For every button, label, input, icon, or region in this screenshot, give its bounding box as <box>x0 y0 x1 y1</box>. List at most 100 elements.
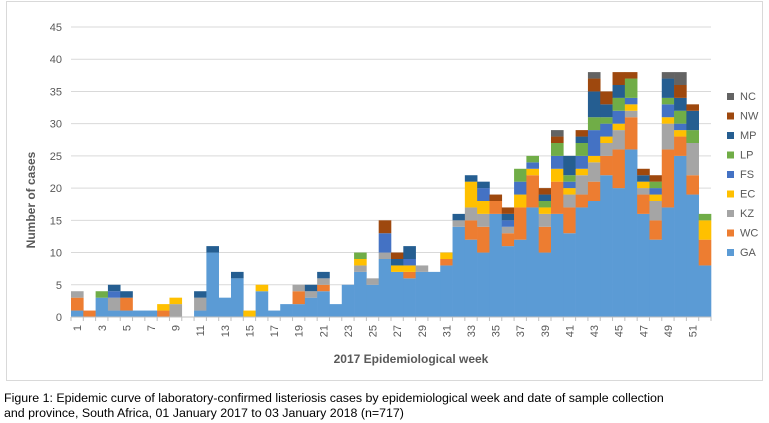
bar-segment-week-43-ec <box>587 155 601 163</box>
bar-segment-week-13-ga <box>218 297 232 317</box>
bar-segment-week-43-mp <box>587 91 601 118</box>
bar-segment-week-5-wc <box>120 297 133 311</box>
bar-segment-week-36-kz <box>501 226 515 234</box>
bar-segment-week-20-kz <box>304 291 318 298</box>
bar-segment-week-29-kz <box>415 265 429 272</box>
bar-segment-week-24-ga <box>354 271 367 317</box>
bar-segment-week-41-ec <box>563 188 576 195</box>
bar-segment-week-50-fs <box>674 123 687 131</box>
bar-segment-week-17-ga <box>267 310 281 317</box>
y-tick-label: 45 <box>50 22 62 34</box>
bar-segment-week-27-nw <box>391 252 404 259</box>
x-tick-label: 51 <box>688 325 700 337</box>
bar-segment-week-26-ga <box>378 259 392 317</box>
bar-segment-week-51-nw <box>686 104 699 111</box>
y-tick-label: 0 <box>56 312 62 324</box>
bar-segment-week-43-kz <box>587 162 601 182</box>
bar-segment-week-34-kz <box>477 213 490 227</box>
bar-segment-week-21-mp <box>317 271 330 279</box>
bar-segment-week-47-wc <box>637 194 650 214</box>
legend-swatch-wc <box>727 229 734 237</box>
legend-label-fs: FS <box>740 169 754 181</box>
x-tick-label: 43 <box>589 325 601 337</box>
bar-segment-week-30-ga <box>427 271 441 317</box>
y-tick-label: 30 <box>50 119 62 131</box>
bar-segment-week-50-mp <box>674 97 687 111</box>
bar-segment-week-46-ec <box>624 104 638 111</box>
x-tick-label: 33 <box>466 325 478 337</box>
y-tick-label: 15 <box>50 215 62 227</box>
bar-segment-week-14-ga <box>231 278 244 317</box>
x-tick-label: 3 <box>97 325 109 331</box>
bar-segment-week-47-ec <box>637 181 650 189</box>
bar-segment-week-50-nc <box>674 72 687 85</box>
bar-segment-week-40-lp <box>551 143 564 156</box>
bar-segment-week-41-wc <box>563 207 576 234</box>
bar-segment-week-37-lp <box>514 168 527 182</box>
bar-segment-week-47-kz <box>637 188 650 195</box>
bar-segment-week-39-mp <box>538 194 552 201</box>
bar-segment-week-31-ec <box>440 252 453 259</box>
bar-segment-week-44-kz <box>600 143 613 156</box>
bar-segment-week-48-ec <box>649 194 663 201</box>
bar-segment-week-24-ec <box>354 259 367 266</box>
bar-segment-week-43-ga <box>587 201 601 317</box>
bar-segment-week-4-fs <box>107 291 121 298</box>
bar-segment-week-45-wc <box>612 149 626 189</box>
x-tick-label: 13 <box>220 325 232 337</box>
y-tick-label: 5 <box>56 280 62 292</box>
bar-segment-week-1-ga <box>71 310 84 317</box>
x-tick-label: 15 <box>244 325 256 337</box>
bar-segment-week-46-ga <box>624 149 638 317</box>
caption-line-2: and province, South Africa, 01 January 2… <box>4 406 404 420</box>
bar-segment-week-33-ga <box>464 239 478 317</box>
bar-segment-week-34-wc <box>477 226 490 253</box>
bar-segment-week-25-kz <box>366 278 379 285</box>
bar-segment-week-36-fs <box>501 220 515 227</box>
legend-label-kz: KZ <box>740 208 754 220</box>
bar-segment-week-48-nw <box>649 175 663 182</box>
bar-segment-week-39-kz <box>538 213 552 227</box>
x-tick-label: 11 <box>195 325 207 336</box>
x-tick-label: 47 <box>638 325 650 337</box>
bar-segment-week-20-mp <box>304 284 318 292</box>
bar-segment-week-42-ec <box>575 168 589 176</box>
bar-segment-week-43-wc <box>587 181 601 201</box>
bar-segment-week-25-ga <box>366 284 379 317</box>
bar-segment-week-27-mp <box>391 259 404 266</box>
x-tick-label: 45 <box>614 325 626 337</box>
bar-segment-week-3-lp <box>95 291 109 298</box>
bar-segment-week-45-kz <box>612 130 626 150</box>
bar-segment-week-50-lp <box>674 110 687 124</box>
bar-segment-week-44-wc <box>600 155 613 176</box>
x-tick-label: 21 <box>318 325 330 337</box>
legend-label-lp: LP <box>740 150 753 162</box>
bar-segment-week-1-kz <box>71 291 84 298</box>
bar-segment-week-19-kz <box>292 284 306 292</box>
legend-swatch-nc <box>727 93 734 100</box>
legend-label-nw: NW <box>740 111 759 123</box>
bar-segment-week-41-kz <box>563 194 576 208</box>
legend-swatch-lp <box>727 151 734 159</box>
bar-segment-week-45-fs <box>612 110 626 124</box>
bar-segment-week-29-ga <box>415 271 429 317</box>
bar-segment-week-5-mp <box>120 291 133 298</box>
bar-segment-week-48-fs <box>649 188 663 195</box>
bar-segment-week-12-ga <box>206 252 219 317</box>
bar-segment-week-38-wc <box>526 175 539 208</box>
bar-segment-week-19-ga <box>292 304 306 317</box>
bar-segment-week-42-wc <box>575 194 589 208</box>
y-tick-label: 40 <box>50 54 62 66</box>
bar-segment-week-48-ga <box>649 239 663 317</box>
bar-segment-week-27-ga <box>391 271 404 317</box>
bar-segment-week-4-kz <box>107 297 121 311</box>
bar-segment-week-28-fs <box>403 259 416 266</box>
legend: NC NW MP LP FS EC KZ WC GA <box>727 91 759 259</box>
bar-segment-week-4-mp <box>107 284 121 292</box>
bar-segment-week-49-wc <box>661 149 675 208</box>
bar-segment-week-44-lp <box>600 117 613 124</box>
bar-segment-week-37-ec <box>514 194 527 208</box>
legend-swatch-ec <box>727 190 734 198</box>
legend-label-ga: GA <box>740 247 757 259</box>
bar-segment-week-28-mp <box>403 246 416 259</box>
